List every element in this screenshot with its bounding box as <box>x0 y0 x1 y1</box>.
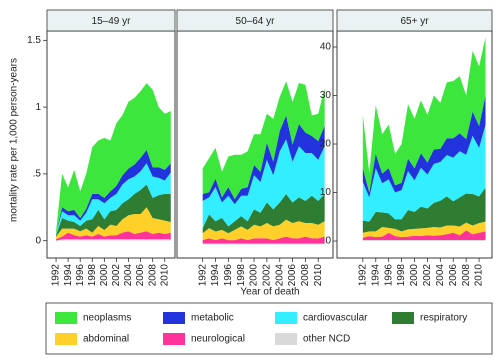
x-tick-label: 2000 <box>249 264 260 287</box>
legend-swatch <box>163 333 185 345</box>
x-tick-label: 1998 <box>396 264 407 287</box>
x-tick-label: 1996 <box>383 264 394 287</box>
x-tick-label: 2004 <box>435 264 446 287</box>
legend-label: metabolic <box>191 313 234 324</box>
area <box>202 115 325 205</box>
legend-swatch <box>275 333 297 345</box>
x-tick-label: 1998 <box>87 264 98 287</box>
y-tick-label: 20 <box>320 139 332 150</box>
x-tick-label: 1998 <box>236 264 247 287</box>
y-tick-label: 1.5 <box>27 35 41 46</box>
panel-strip <box>176 9 334 32</box>
x-tick-label: 2002 <box>422 264 433 287</box>
area <box>56 163 171 236</box>
legend-swatch <box>55 312 77 324</box>
x-axis-title: Year of death <box>240 287 299 298</box>
x-tick-label: 1996 <box>75 264 86 287</box>
y-axis-title: mortality rate per 1,000 person-years <box>9 58 20 222</box>
legend-label: cardiovascular <box>303 313 368 324</box>
area <box>202 236 325 244</box>
y-tick-label: 30 <box>320 90 332 101</box>
area <box>56 83 171 234</box>
panel-title: 50–64 yr <box>236 16 276 27</box>
y-tick-label: 40 <box>320 42 332 53</box>
x-tick-label: 2006 <box>287 264 298 287</box>
x-tick-label: 2004 <box>274 264 285 287</box>
area <box>202 219 325 241</box>
area <box>362 240 486 242</box>
x-tick-label: 1992 <box>51 264 62 287</box>
x-tick-label: 2006 <box>135 264 146 287</box>
y-tick-label: 10 <box>320 187 332 198</box>
area <box>56 231 171 241</box>
area <box>362 37 486 193</box>
area <box>362 95 486 198</box>
x-tick-label: 2000 <box>409 264 420 287</box>
legend-box <box>45 302 493 355</box>
area <box>362 221 486 238</box>
x-tick-label: 1996 <box>223 264 234 287</box>
area <box>362 124 486 222</box>
legend-label: respiratory <box>420 313 467 324</box>
x-tick-label: 1992 <box>357 264 368 287</box>
x-tick-label: 2010 <box>474 264 485 287</box>
panel-strip <box>336 9 493 32</box>
legend-swatch <box>55 333 77 345</box>
panel-strip <box>46 9 176 32</box>
legend-swatch <box>163 312 185 324</box>
area <box>202 81 325 200</box>
x-tick-label: 1992 <box>197 264 208 287</box>
area <box>202 194 325 234</box>
y-tick-label: 1 <box>35 102 41 113</box>
legend-label: neoplasms <box>83 313 131 324</box>
y-tick-label: 0 <box>35 235 41 246</box>
panel-title: 65+ yr <box>400 16 429 27</box>
x-tick-label: 1994 <box>370 264 381 287</box>
panel-title: 15–49 yr <box>92 16 132 27</box>
x-tick-label: 2010 <box>313 264 324 287</box>
x-tick-label: 1994 <box>210 264 221 287</box>
x-tick-label: 2002 <box>262 264 273 287</box>
x-tick-label: 2010 <box>159 264 170 287</box>
x-tick-label: 2002 <box>111 264 122 287</box>
area <box>202 139 325 229</box>
x-tick-label: 1994 <box>63 264 74 287</box>
x-tick-label: 2008 <box>461 264 472 287</box>
area <box>56 239 171 241</box>
area <box>56 149 171 234</box>
y-tick-label: 0 <box>325 236 331 247</box>
y-tick-label: .5 <box>33 169 42 180</box>
area <box>362 187 486 233</box>
x-tick-label: 2008 <box>300 264 311 287</box>
x-tick-label: 2004 <box>123 264 134 287</box>
x-tick-label: 2008 <box>147 264 158 287</box>
legend-label: abdominal <box>83 334 129 345</box>
area <box>56 184 171 237</box>
area <box>362 230 486 241</box>
legend-label: other NCD <box>303 334 350 345</box>
x-tick-label: 2006 <box>448 264 459 287</box>
legend-swatch <box>392 312 414 324</box>
x-tick-label: 2000 <box>99 264 110 287</box>
area <box>56 207 171 240</box>
area <box>202 243 325 245</box>
legend-swatch <box>275 312 297 324</box>
legend-label: neurological <box>191 334 245 345</box>
